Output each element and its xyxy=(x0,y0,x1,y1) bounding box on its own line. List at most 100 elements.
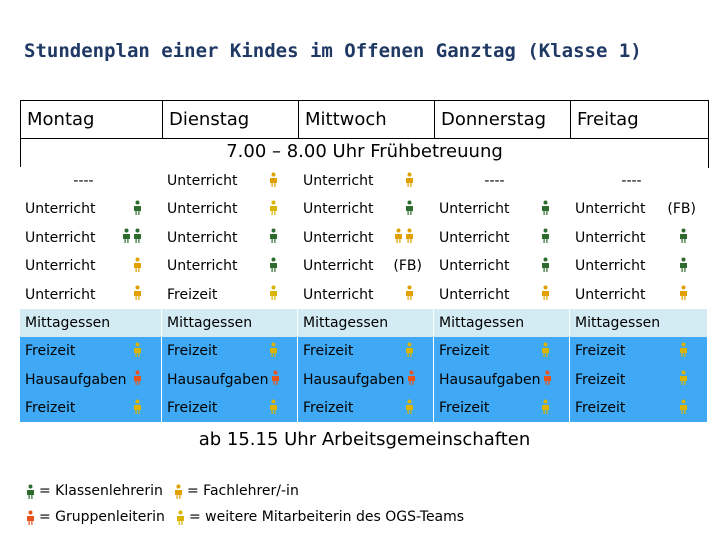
cell-extra xyxy=(131,342,142,361)
cell-extra xyxy=(403,285,414,304)
legend-item: = Gruppenleiterin xyxy=(24,508,165,526)
cell: Unterricht xyxy=(434,223,570,252)
cell: Freizeit xyxy=(570,337,708,365)
cell-note: (FB) xyxy=(667,201,696,217)
cell: Unterricht xyxy=(298,280,434,309)
cell: Hausaufgaben xyxy=(434,365,570,394)
cell-text: Unterricht xyxy=(439,258,510,274)
cell-extra xyxy=(539,342,550,361)
column-header: Mittwoch xyxy=(298,100,435,139)
cell: ---- xyxy=(434,167,570,195)
cell: Unterricht xyxy=(20,252,162,280)
person-icon xyxy=(680,228,687,243)
cell-extra xyxy=(131,285,142,304)
person-icon xyxy=(270,200,277,215)
person-icon xyxy=(543,370,551,385)
cell-extra xyxy=(677,228,688,247)
cell-text: Unterricht xyxy=(575,229,646,246)
cell-extra xyxy=(269,370,280,389)
cell-extra xyxy=(131,370,142,389)
cell-extra: (FB) xyxy=(667,201,696,217)
cell: Hausaufgaben xyxy=(20,365,162,394)
cell: Unterricht xyxy=(434,252,570,280)
person-icon xyxy=(406,172,413,187)
cell-extra xyxy=(405,370,416,389)
cell: Unterricht xyxy=(298,167,434,195)
person-icon xyxy=(406,200,413,215)
person-icon xyxy=(134,370,141,385)
cell-extra xyxy=(403,200,414,219)
legend-label: = Fachlehrer/-in xyxy=(187,483,299,499)
cell: Unterricht xyxy=(162,252,298,280)
cell-text: Unterricht xyxy=(303,201,374,217)
person-icon xyxy=(270,399,277,414)
person-icon xyxy=(123,228,130,243)
cell-text: Freizeit xyxy=(25,400,76,416)
cell: ---- xyxy=(570,167,708,195)
cell-text: Freizeit xyxy=(25,343,76,359)
cell-extra xyxy=(131,257,142,276)
legend-label: = weitere Mitarbeiterin des OGS-Teams xyxy=(189,509,465,525)
cell: Mittagessen xyxy=(298,309,434,337)
cell: Unterricht xyxy=(20,223,162,252)
afternoon: ab 15.15 Uhr Arbeitsgemeinschaften xyxy=(198,429,531,450)
cell-text: Mittagessen xyxy=(25,315,111,331)
cell-text: Unterricht xyxy=(439,286,510,303)
person-icon xyxy=(271,370,279,385)
person-icon xyxy=(27,484,34,499)
cell-text: Freizeit xyxy=(575,343,626,359)
column-header: Dienstag xyxy=(162,100,299,139)
cell-extra xyxy=(267,257,278,276)
person-icon xyxy=(27,510,34,525)
person-icon xyxy=(395,228,402,243)
cell: Unterricht xyxy=(298,195,434,223)
cell-extra xyxy=(541,370,552,389)
cell-extra xyxy=(539,257,550,276)
cell-extra xyxy=(677,285,688,304)
legend-label: = Gruppenleiterin xyxy=(39,509,165,525)
cell: Freizeit xyxy=(434,337,570,365)
cell: Freizeit xyxy=(570,365,708,394)
person-icon xyxy=(680,370,687,385)
cell-text: Unterricht xyxy=(303,173,374,189)
person-icon xyxy=(680,285,687,300)
cell: Freizeit xyxy=(162,394,298,422)
cell-text: Unterricht xyxy=(25,229,96,246)
cell-text: Freizeit xyxy=(439,400,490,416)
cell-extra xyxy=(539,200,550,219)
cell-extra xyxy=(267,200,278,219)
cell-text: Freizeit xyxy=(575,400,626,416)
person-icon xyxy=(134,200,141,215)
legend-item: = Fachlehrer/-in xyxy=(172,482,299,500)
cell: Unterricht xyxy=(434,280,570,309)
person-icon xyxy=(177,510,184,525)
cell-text: Unterricht xyxy=(25,258,96,274)
cell: Freizeit xyxy=(20,337,162,365)
cell: Unterricht (FB) xyxy=(298,252,434,280)
person-icon xyxy=(270,172,277,187)
cell-text: Freizeit xyxy=(303,343,354,359)
cell-extra xyxy=(267,285,278,304)
cell: Freizeit xyxy=(20,394,162,422)
cell: Freizeit xyxy=(162,337,298,365)
cell: Unterricht xyxy=(570,252,708,280)
cell-text: ---- xyxy=(484,173,505,189)
cell-extra xyxy=(677,370,688,389)
legend-item: = Klassenlehrerin xyxy=(24,482,163,500)
person-icon xyxy=(270,257,277,272)
person-icon xyxy=(134,257,141,272)
person-icon xyxy=(406,285,413,300)
cell: Freizeit xyxy=(570,394,708,422)
cell: Unterricht xyxy=(162,195,298,223)
cell-text: Hausaufgaben xyxy=(167,371,269,388)
legend-label: = Klassenlehrerin xyxy=(39,483,163,499)
cell-text: Unterricht xyxy=(167,229,238,246)
cell: Freizeit xyxy=(434,394,570,422)
person-icon xyxy=(542,257,549,272)
cell-text: Freizeit xyxy=(167,286,218,303)
person-icon xyxy=(270,228,277,243)
person-icon xyxy=(680,257,687,272)
cell-text: Unterricht xyxy=(25,201,96,217)
cell-text: Freizeit xyxy=(439,343,490,359)
